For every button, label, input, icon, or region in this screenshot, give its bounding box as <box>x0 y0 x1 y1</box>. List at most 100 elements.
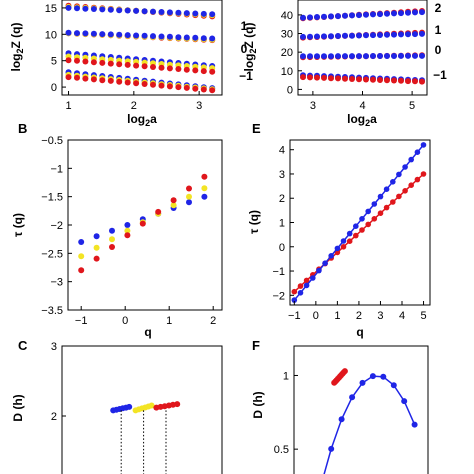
data-point <box>183 66 190 73</box>
data-point <box>402 188 408 194</box>
data-point <box>209 68 216 75</box>
data-point <box>65 4 72 11</box>
panel-d-ylabel: log2Z (q) <box>242 22 258 71</box>
panel-a: 0 5 10 15 1 2 3 log2a log2Z (q) 1 0 −1 <box>9 0 253 128</box>
data-point <box>412 52 418 59</box>
data-point <box>99 6 106 13</box>
data-point <box>419 9 425 16</box>
y-tick-label: 30 <box>281 29 293 41</box>
data-point <box>300 14 306 21</box>
data-point <box>133 62 140 69</box>
panel-a-row-label-3: −1 <box>239 69 253 83</box>
y-tick-label: 0.5 <box>274 444 289 456</box>
data-point <box>297 290 304 296</box>
data-point <box>419 78 425 85</box>
data-point <box>116 61 123 68</box>
y-tick-label: −1 <box>50 163 63 175</box>
data-point <box>370 76 376 83</box>
data-point <box>377 32 383 38</box>
data-point <box>398 52 404 59</box>
data-point <box>356 53 362 60</box>
data-point <box>396 193 402 200</box>
data-point <box>412 78 418 85</box>
data-point <box>99 77 106 84</box>
panel-d-row-label-1: 2 <box>435 1 442 15</box>
data-point <box>321 13 327 20</box>
data-point <box>412 31 418 38</box>
data-point <box>200 35 207 42</box>
y-tick-label: −2 <box>272 290 285 302</box>
data-point <box>65 74 72 81</box>
data-point <box>200 68 207 75</box>
data-point <box>401 398 408 405</box>
y-tick-label: −3.5 <box>41 305 63 317</box>
y-tick-label: −0.5 <box>41 135 63 147</box>
data-point <box>192 67 199 74</box>
data-point <box>166 65 173 72</box>
data-point <box>349 76 355 82</box>
panel-b-letter: B <box>18 121 27 136</box>
panel-b: B −3.5 −3 −2.5 −2 −1.5 −1 −0.5 −1 0 1 2 q τ (q) <box>11 121 223 339</box>
data-point <box>175 84 182 91</box>
data-point <box>342 32 348 39</box>
data-point <box>391 10 397 17</box>
x-tick-label: 2 <box>131 100 137 112</box>
x-tick-label: 0 <box>122 315 128 327</box>
data-point <box>307 53 313 60</box>
y-tick-label: 40 <box>281 10 293 22</box>
data-point <box>335 33 341 39</box>
data-point <box>93 255 100 262</box>
data-point <box>209 35 216 42</box>
y-tick-label: 3 <box>279 169 285 181</box>
data-point <box>107 77 114 84</box>
panel-c-letter: C <box>18 338 28 353</box>
data-point <box>291 297 298 303</box>
data-point <box>82 75 89 82</box>
y-tick-label: 10 <box>45 29 57 41</box>
data-point <box>78 253 85 260</box>
data-point <box>90 30 97 37</box>
data-point <box>186 185 192 192</box>
y-tick-label: 0 <box>287 84 293 96</box>
data-point <box>192 85 199 92</box>
data-point <box>74 30 80 37</box>
data-point <box>377 77 383 83</box>
y-tick-label: 3 <box>51 341 57 353</box>
data-point <box>192 34 199 41</box>
data-point <box>170 197 177 204</box>
panel-a-row-label-2: 0 <box>241 42 248 56</box>
x-tick-label: 0 <box>313 310 319 322</box>
data-point <box>93 233 100 240</box>
panel-d-row-label-2: 1 <box>435 23 442 37</box>
data-point <box>359 227 365 233</box>
data-point <box>377 210 384 216</box>
y-tick-label: 1 <box>279 218 285 230</box>
panel-b-xlabel: q <box>144 325 151 339</box>
y-tick-label: −1.5 <box>41 192 63 204</box>
data-point <box>74 74 80 81</box>
y-tick-label: 0 <box>279 242 285 254</box>
data-point <box>380 373 387 380</box>
panel-c-ylabel: D (h) <box>11 394 25 421</box>
panel-f-ylabel: D (h) <box>251 391 265 418</box>
data-point <box>183 84 190 91</box>
data-point <box>341 368 348 375</box>
data-point <box>420 142 427 148</box>
data-point <box>124 79 131 86</box>
data-point <box>363 76 369 83</box>
data-point <box>158 64 165 71</box>
data-point <box>150 33 156 40</box>
data-point <box>398 77 404 84</box>
data-point <box>328 53 334 60</box>
data-point <box>116 7 123 14</box>
data-point <box>328 13 334 20</box>
data-point <box>402 164 408 170</box>
data-point <box>369 373 376 380</box>
data-point <box>384 77 390 84</box>
data-point <box>390 199 396 205</box>
x-tick-label: 4 <box>399 310 405 322</box>
data-point <box>349 32 355 39</box>
data-point <box>346 230 353 237</box>
panel-e-ylabel: τ (q) <box>247 210 261 234</box>
